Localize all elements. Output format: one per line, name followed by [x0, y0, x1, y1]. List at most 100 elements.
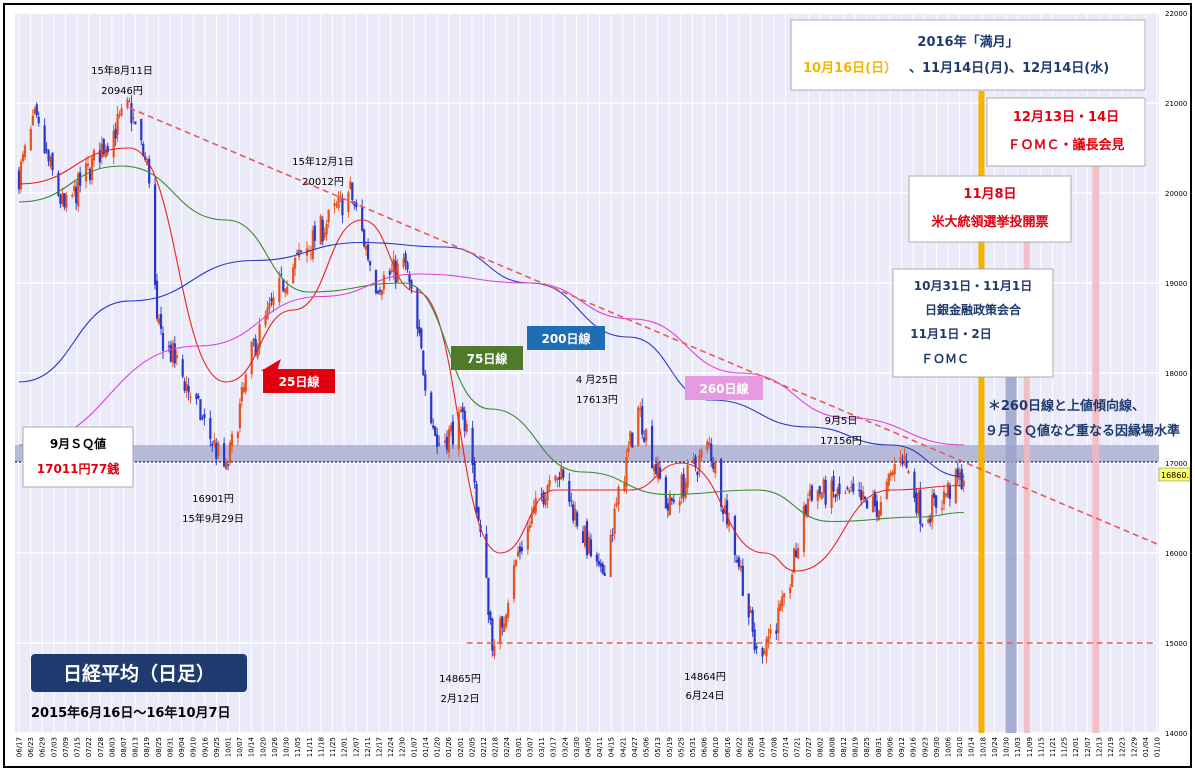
- candle-body: [45, 148, 48, 151]
- peak-3-date: 4 月25日: [576, 374, 618, 386]
- x-tick-label: 08/03: [108, 737, 116, 757]
- x-tick-label: 01/26: [445, 736, 453, 757]
- x-tick-label: 08/08: [828, 737, 836, 757]
- x-tick-label: 05/13: [654, 737, 662, 757]
- x-tick-label: 07/22: [85, 737, 93, 757]
- candle-body: [130, 103, 133, 124]
- x-tick-label: 06/06: [701, 736, 709, 757]
- candle-body: [871, 496, 875, 513]
- ma-line: [18, 273, 964, 446]
- fomc-dec-box: 12月13日・14日 ＦＯＭＣ・議長会見: [986, 97, 1146, 167]
- candle-body: [396, 263, 399, 282]
- candle-body: [599, 562, 602, 567]
- x-tick-label: 12/17: [375, 737, 383, 757]
- right-note-2: ９月ＳＱ値など重なる因縁場水準: [985, 423, 1180, 439]
- y-tick-label: 15000: [1165, 640, 1187, 648]
- candle-body: [339, 195, 342, 198]
- candle-body: [461, 407, 464, 412]
- x-tick-label: 01/20: [434, 737, 442, 757]
- x-tick-label: 12/07: [1084, 737, 1092, 757]
- x-tick-label: 12/19: [1107, 737, 1115, 757]
- candle-body: [92, 150, 96, 161]
- x-tick-label: 04/05: [585, 737, 593, 757]
- candle-body: [637, 407, 640, 447]
- candle-body: [769, 629, 772, 634]
- x-tick-label: 03/07: [526, 737, 534, 757]
- candle-body: [181, 359, 184, 377]
- candle-body: [250, 341, 253, 375]
- x-tick-label: 06/10: [712, 737, 720, 757]
- x-tick-label: 04/11: [596, 737, 604, 757]
- candle-body: [907, 471, 910, 474]
- chart-frame: 14000 15000 16000 17000 18000 19000 20000 21000…: [3, 3, 1192, 768]
- candle-body: [944, 493, 948, 495]
- candle-body: [388, 271, 391, 275]
- candle-body: [777, 607, 780, 634]
- ma-line: [18, 147, 964, 572]
- candle-body: [173, 343, 176, 364]
- candle-body: [720, 459, 723, 507]
- candle-body: [106, 146, 109, 153]
- x-tick-label: 11/21: [1049, 737, 1057, 757]
- x-tick-label: 05/25: [677, 737, 685, 757]
- candle-body: [459, 409, 462, 413]
- candle-body: [491, 618, 494, 651]
- candle-body: [558, 476, 561, 480]
- election-label: 米大統領選挙投開票: [931, 214, 1048, 230]
- candle-body: [526, 527, 529, 550]
- trend-lines: [129, 107, 1158, 644]
- x-tick-label: 10/24: [991, 736, 999, 757]
- candle-body: [615, 502, 618, 507]
- sq-box: 9月ＳＱ値 17011円77銭: [22, 426, 134, 488]
- candle-body: [327, 209, 330, 222]
- high-1-date: 15年8月11日: [91, 64, 153, 77]
- candle-body: [601, 563, 604, 574]
- x-tick-label: 09/06: [886, 736, 894, 757]
- candle-body: [382, 275, 385, 290]
- candle-body: [43, 125, 46, 154]
- x-tick-label: 10/06: [944, 736, 952, 757]
- candle-body: [230, 434, 234, 447]
- candle-body: [684, 482, 687, 498]
- x-tick-label: 10/26: [271, 736, 279, 757]
- candle-body: [940, 507, 944, 510]
- candle-body: [818, 486, 821, 494]
- candle-body: [725, 500, 729, 525]
- candle-body: [714, 461, 717, 474]
- x-tick-label: 05/19: [666, 737, 674, 757]
- candle-body: [652, 465, 656, 472]
- trend-line: [129, 107, 1158, 545]
- candle-body: [120, 108, 123, 116]
- candle-body: [753, 629, 756, 650]
- candle-body: [650, 425, 654, 468]
- candle-body: [905, 460, 908, 468]
- candle-body: [889, 472, 892, 476]
- candle-body: [810, 485, 813, 501]
- candle-body: [838, 483, 841, 495]
- candle-body: [307, 249, 311, 251]
- election-box: 11月8日 米大統領選挙投開票: [908, 175, 1072, 243]
- candle-body: [834, 494, 837, 498]
- candle-body: [751, 610, 754, 632]
- candle-body: [915, 492, 918, 513]
- y-tick-label: 21000: [1165, 100, 1187, 108]
- y-tick-label: 14000: [1165, 730, 1187, 738]
- election-date: 11月8日: [963, 187, 1016, 202]
- candle-body: [935, 495, 938, 508]
- candle-body: [475, 484, 478, 513]
- boj-date: 10月31日・11月1日: [914, 279, 1032, 293]
- candle-body: [146, 161, 149, 165]
- candle-body: [128, 101, 131, 103]
- candle-body: [931, 494, 934, 522]
- candle-body: [597, 561, 600, 565]
- y-tick-label: 16000: [1165, 550, 1187, 558]
- x-tick-label: 09/30: [933, 737, 941, 757]
- candle-body: [211, 443, 214, 446]
- x-tick-label: 08/07: [120, 737, 128, 757]
- event-marker-band: [978, 91, 985, 733]
- moving-average-lines: [18, 147, 964, 572]
- candle-body: [560, 467, 563, 479]
- x-tick-label: 11/25: [1061, 737, 1069, 757]
- candle-body: [791, 574, 794, 588]
- candle-body: [51, 152, 54, 171]
